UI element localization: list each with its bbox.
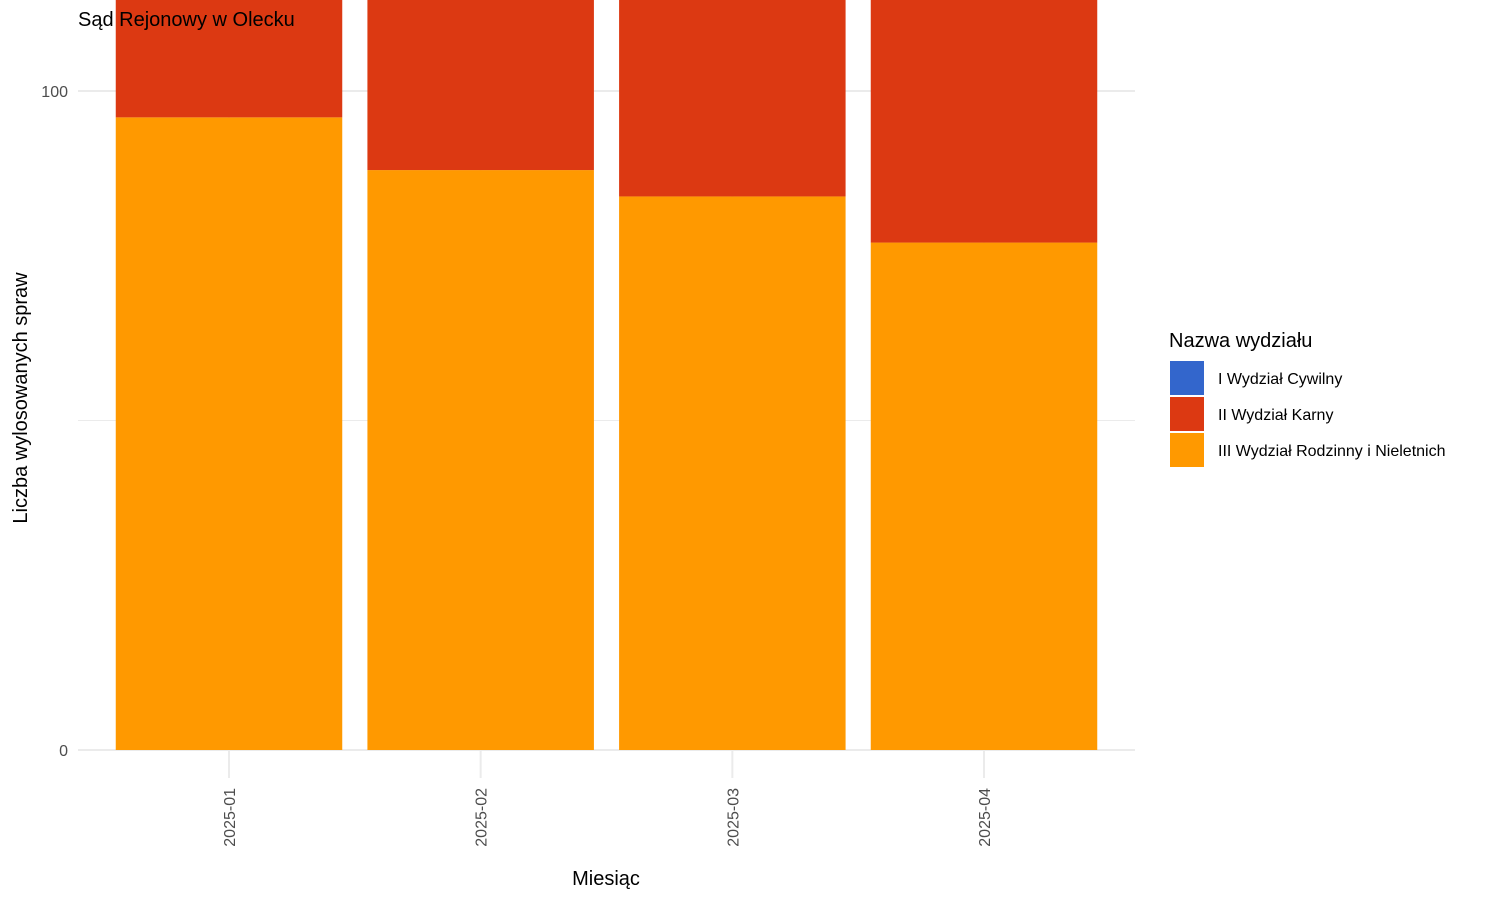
legend-swatch (1170, 361, 1204, 395)
bar-segment (870, 0, 1098, 243)
bar-segment (367, 0, 594, 171)
bar-segment (115, 0, 343, 118)
y-tick-label: 100 (41, 84, 68, 101)
y-tick-label: 0 (59, 743, 68, 760)
bar-segment (870, 242, 1098, 750)
bar-segment (619, 0, 846, 197)
chart-title: Sąd Rejonowy w Olecku (78, 9, 295, 31)
x-axis-title: Miesiąc (572, 868, 640, 890)
legend: Nazwa wydziału I Wydział Cywilny II Wydzi… (1169, 330, 1446, 467)
legend-label: II Wydział Karny (1218, 407, 1333, 424)
x-tick-label: 2025-01 (222, 788, 239, 847)
legend-title: Nazwa wydziału (1169, 330, 1312, 352)
legend-items: I Wydział Cywilny II Wydział Karny III Wyd… (1170, 361, 1446, 467)
bar-segment (367, 170, 594, 750)
x-tick-label: 2025-03 (725, 788, 742, 847)
tick-label-layer: 01002003004002025-012025-022025-032025-0… (41, 84, 994, 847)
x-tick-label: 2025-04 (977, 788, 994, 847)
x-tick-label: 2025-02 (474, 788, 491, 847)
bar-layer (115, 0, 1098, 751)
legend-swatch (1170, 433, 1204, 467)
legend-label: III Wydział Rodzinny i Nieletnich (1218, 443, 1446, 460)
legend-swatch (1170, 397, 1204, 431)
legend-label: I Wydział Cywilny (1218, 371, 1342, 388)
bar-segment (115, 117, 343, 751)
y-axis-title: Liczba wylosowanych spraw (10, 272, 32, 524)
bar-segment (619, 196, 846, 750)
